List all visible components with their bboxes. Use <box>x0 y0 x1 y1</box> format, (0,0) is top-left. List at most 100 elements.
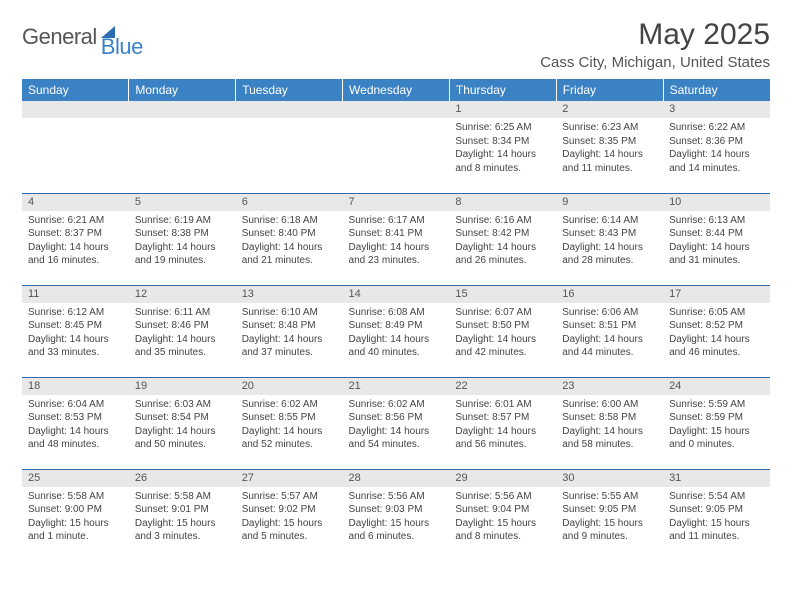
col-wednesday: Wednesday <box>343 79 450 101</box>
sunrise-text: Sunrise: 6:19 AM <box>135 214 230 228</box>
calendar-day-cell: 9Sunrise: 6:14 AMSunset: 8:43 PMDaylight… <box>556 193 663 285</box>
calendar-day-cell: 11Sunrise: 6:12 AMSunset: 8:45 PMDayligh… <box>22 285 129 377</box>
daylight-text: Daylight: 14 hours and 44 minutes. <box>562 333 657 360</box>
calendar-day-cell: 8Sunrise: 6:16 AMSunset: 8:42 PMDaylight… <box>449 193 556 285</box>
sunrise-text: Sunrise: 6:14 AM <box>562 214 657 228</box>
sunset-text: Sunset: 9:03 PM <box>349 503 444 517</box>
day-details: Sunrise: 6:13 AMSunset: 8:44 PMDaylight:… <box>663 211 770 271</box>
day-number: 30 <box>556 470 663 487</box>
sunset-text: Sunset: 8:51 PM <box>562 319 657 333</box>
month-title: May 2025 <box>540 18 770 52</box>
col-monday: Monday <box>129 79 236 101</box>
daylight-text: Daylight: 14 hours and 31 minutes. <box>669 241 764 268</box>
day-details: Sunrise: 6:22 AMSunset: 8:36 PMDaylight:… <box>663 118 770 178</box>
daylight-text: Daylight: 14 hours and 56 minutes. <box>455 425 550 452</box>
day-details: Sunrise: 6:14 AMSunset: 8:43 PMDaylight:… <box>556 211 663 271</box>
day-details: Sunrise: 6:03 AMSunset: 8:54 PMDaylight:… <box>129 395 236 455</box>
calendar-day-cell: 16 Sunrise: 6:06 AMSunset: 8:51 PMDayligh… <box>556 285 663 377</box>
day-number: 16 <box>556 286 663 303</box>
day-details: Sunrise: 5:56 AMSunset: 9:03 PMDaylight:… <box>343 487 450 547</box>
brand-text-part2: Blue <box>101 34 143 60</box>
daylight-text: Daylight: 14 hours and 16 minutes. <box>28 241 123 268</box>
calendar-week-row: 25Sunrise: 5:58 AMSunset: 9:00 PMDayligh… <box>22 469 770 561</box>
sunset-text: Sunset: 9:05 PM <box>562 503 657 517</box>
day-number: 18 <box>22 378 129 395</box>
sunrise-text: Sunrise: 6:11 AM <box>135 306 230 320</box>
sunset-text: Sunset: 8:49 PM <box>349 319 444 333</box>
daylight-text: Daylight: 14 hours and 28 minutes. <box>562 241 657 268</box>
sunrise-text: Sunrise: 6:01 AM <box>455 398 550 412</box>
sunset-text: Sunset: 8:46 PM <box>135 319 230 333</box>
day-number: 22 <box>449 378 556 395</box>
day-number <box>129 101 236 118</box>
day-number: 19 <box>129 378 236 395</box>
daylight-text: Daylight: 14 hours and 35 minutes. <box>135 333 230 360</box>
calendar-week-row: 1Sunrise: 6:25 AMSunset: 8:34 PMDaylight… <box>22 101 770 193</box>
sunset-text: Sunset: 8:55 PM <box>242 411 337 425</box>
sunrise-text: Sunrise: 6:00 AM <box>562 398 657 412</box>
sunset-text: Sunset: 9:01 PM <box>135 503 230 517</box>
sunset-text: Sunset: 8:59 PM <box>669 411 764 425</box>
sunset-text: Sunset: 8:36 PM <box>669 135 764 149</box>
sunrise-text: Sunrise: 6:05 AM <box>669 306 764 320</box>
daylight-text: Daylight: 14 hours and 48 minutes. <box>28 425 123 452</box>
day-details: Sunrise: 6:10 AMSunset: 8:48 PMDaylight:… <box>236 303 343 363</box>
title-block: May 2025 Cass City, Michigan, United Sta… <box>540 18 770 71</box>
sunrise-text: Sunrise: 6:13 AM <box>669 214 764 228</box>
day-number: 11 <box>22 286 129 303</box>
sunset-text: Sunset: 9:05 PM <box>669 503 764 517</box>
day-number: 24 <box>663 378 770 395</box>
sunrise-text: Sunrise: 6:03 AM <box>135 398 230 412</box>
sunrise-text: Sunrise: 6:16 AM <box>455 214 550 228</box>
daylight-text: Daylight: 14 hours and 8 minutes. <box>455 148 550 175</box>
day-details: Sunrise: 6:04 AMSunset: 8:53 PMDaylight:… <box>22 395 129 455</box>
calendar-day-cell <box>129 101 236 193</box>
sunset-text: Sunset: 8:43 PM <box>562 227 657 241</box>
daylight-text: Daylight: 14 hours and 11 minutes. <box>562 148 657 175</box>
daylight-text: Daylight: 14 hours and 42 minutes. <box>455 333 550 360</box>
sunrise-text: Sunrise: 6:25 AM <box>455 121 550 135</box>
sunset-text: Sunset: 8:41 PM <box>349 227 444 241</box>
col-saturday: Saturday <box>663 79 770 101</box>
sunset-text: Sunset: 8:38 PM <box>135 227 230 241</box>
day-number: 2 <box>556 101 663 118</box>
daylight-text: Daylight: 15 hours and 0 minutes. <box>669 425 764 452</box>
col-sunday: Sunday <box>22 79 129 101</box>
calendar-day-cell: 7Sunrise: 6:17 AMSunset: 8:41 PMDaylight… <box>343 193 450 285</box>
daylight-text: Daylight: 14 hours and 58 minutes. <box>562 425 657 452</box>
calendar-day-cell: 5Sunrise: 6:19 AMSunset: 8:38 PMDaylight… <box>129 193 236 285</box>
day-number <box>22 101 129 118</box>
sunrise-text: Sunrise: 6:17 AM <box>349 214 444 228</box>
day-details: Sunrise: 6:07 AMSunset: 8:50 PMDaylight:… <box>449 303 556 363</box>
calendar-week-row: 11Sunrise: 6:12 AMSunset: 8:45 PMDayligh… <box>22 285 770 377</box>
calendar-day-cell: 22Sunrise: 6:01 AMSunset: 8:57 PMDayligh… <box>449 377 556 469</box>
day-details: Sunrise: 6:21 AMSunset: 8:37 PMDaylight:… <box>22 211 129 271</box>
daylight-text: Daylight: 14 hours and 46 minutes. <box>669 333 764 360</box>
day-number: 15 <box>449 286 556 303</box>
day-details: Sunrise: 5:56 AMSunset: 9:04 PMDaylight:… <box>449 487 556 547</box>
daylight-text: Daylight: 14 hours and 50 minutes. <box>135 425 230 452</box>
sunset-text: Sunset: 8:34 PM <box>455 135 550 149</box>
day-number: 13 <box>236 286 343 303</box>
brand-text-part1: General <box>22 24 97 50</box>
day-details: Sunrise: 6:01 AMSunset: 8:57 PMDaylight:… <box>449 395 556 455</box>
daylight-text: Daylight: 15 hours and 6 minutes. <box>349 517 444 544</box>
day-details: Sunrise: 6:19 AMSunset: 8:38 PMDaylight:… <box>129 211 236 271</box>
day-number: 20 <box>236 378 343 395</box>
header: General Blue May 2025 Cass City, Michiga… <box>22 18 770 71</box>
sunset-text: Sunset: 8:42 PM <box>455 227 550 241</box>
sunrise-text: Sunrise: 6:18 AM <box>242 214 337 228</box>
col-tuesday: Tuesday <box>236 79 343 101</box>
day-details: Sunrise: 5:54 AMSunset: 9:05 PMDaylight:… <box>663 487 770 547</box>
day-number: 12 <box>129 286 236 303</box>
calendar-day-cell: 15Sunrise: 6:07 AMSunset: 8:50 PMDayligh… <box>449 285 556 377</box>
calendar-day-cell: 24Sunrise: 5:59 AMSunset: 8:59 PMDayligh… <box>663 377 770 469</box>
calendar-day-cell: 28Sunrise: 5:56 AMSunset: 9:03 PMDayligh… <box>343 469 450 561</box>
sunrise-text: Sunrise: 6:10 AM <box>242 306 337 320</box>
calendar-week-row: 4Sunrise: 6:21 AMSunset: 8:37 PMDaylight… <box>22 193 770 285</box>
day-number: 29 <box>449 470 556 487</box>
sunrise-text: Sunrise: 6:06 AM <box>562 306 657 320</box>
sunrise-text: Sunrise: 5:58 AM <box>28 490 123 504</box>
daylight-text: Daylight: 15 hours and 9 minutes. <box>562 517 657 544</box>
daylight-text: Daylight: 15 hours and 1 minute. <box>28 517 123 544</box>
